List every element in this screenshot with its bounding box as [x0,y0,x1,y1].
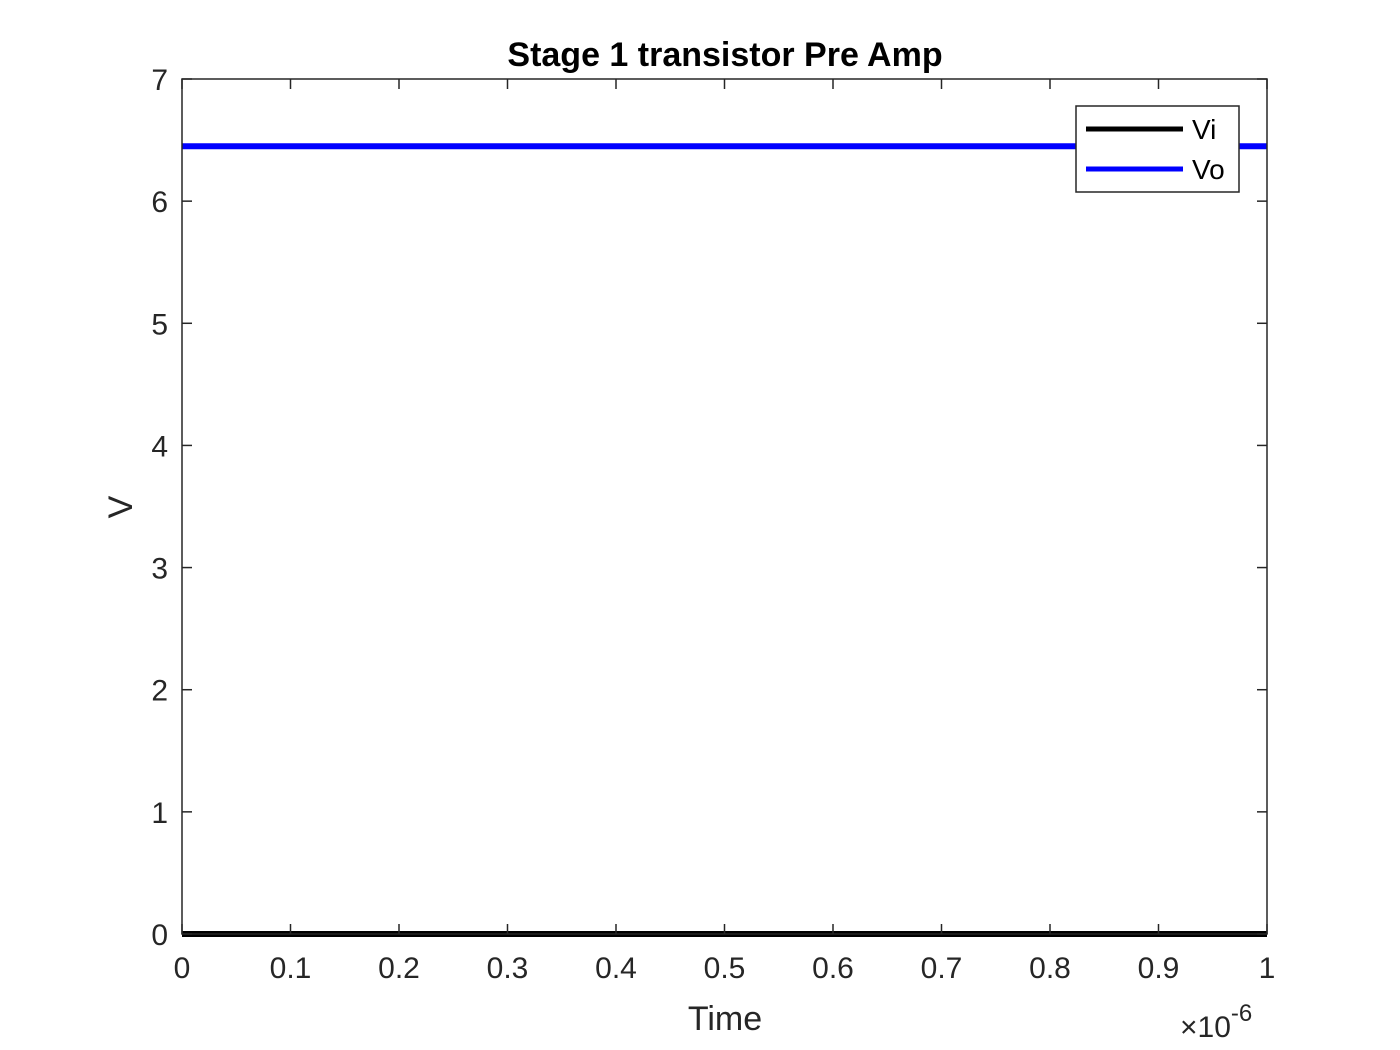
x-tick-label: 0.7 [921,952,963,985]
x-tick-label: 0.2 [378,952,420,985]
legend-label-vo: Vo [1192,154,1225,185]
ticks-layer: 0 0.1 0.2 0.3 0.4 0.5 0.6 0.7 0.8 0.9 1 0 1 2 3 4 5 6 7 [151,64,1275,985]
y-tick-label: 1 [151,797,168,830]
y-tick-label: 0 [151,919,168,952]
y-tick-label: 7 [151,64,168,97]
legend: Vi Vo [1075,105,1240,193]
x-tick-label: 0.4 [595,952,637,985]
y-axis-label: V [102,495,140,518]
y-tick-label: 2 [151,675,168,708]
y-tick-label: 6 [151,186,168,219]
x-axis-multiplier: ×10-6 [1180,1000,1252,1044]
x-axis-label: Time [688,1000,762,1038]
x-tick-label: 0.9 [1138,952,1180,985]
y-tick-label: 4 [151,430,168,463]
chart-title: Stage 1 transistor Pre Amp [507,36,942,74]
x-tick-label: 0.5 [704,952,746,985]
x-tick-label: 0.6 [812,952,854,985]
x-axis-multiplier-base: ×10 [1180,1011,1231,1044]
x-axis-multiplier-exponent: -6 [1231,1000,1252,1027]
x-tick-label: 0 [174,952,191,985]
y-tick-label: 3 [151,553,168,586]
legend-label-vi: Vi [1192,114,1216,145]
x-tick-label: 0.1 [270,952,312,985]
x-tick-label: 0.3 [487,952,529,985]
x-tick-label: 0.8 [1029,952,1071,985]
legend-box [1075,105,1240,193]
plot-area [182,79,1267,934]
x-tick-label: 1 [1259,952,1276,985]
y-tick-label: 5 [151,308,168,341]
